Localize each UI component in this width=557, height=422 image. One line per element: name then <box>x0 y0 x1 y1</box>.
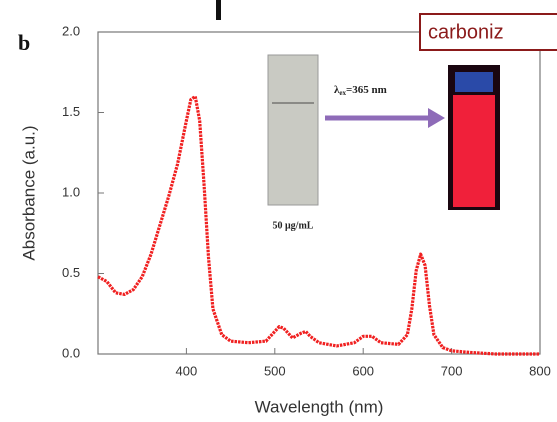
concentration-label: 50 μg/mL <box>273 220 314 231</box>
x-tick-label: 800 <box>529 363 551 378</box>
cuvette-top <box>455 72 493 92</box>
series-line <box>97 94 540 356</box>
cuvette-glow <box>453 95 495 207</box>
y-axis-label: Absorbance (a.u.) <box>19 125 38 260</box>
y-tick-label: 1.0 <box>62 184 80 199</box>
y-tick-label: 1.5 <box>62 104 80 119</box>
x-axis-label: Wavelength (nm) <box>255 397 384 416</box>
x-tick-label: 500 <box>264 363 286 378</box>
excitation: =365 nm <box>346 84 387 96</box>
x-tick-label: 600 <box>352 363 374 378</box>
arrow-head <box>428 108 445 128</box>
panel-label: b <box>18 30 30 55</box>
subscript: ex <box>339 89 346 97</box>
y-tick-label: 2.0 <box>62 23 80 38</box>
y-tick-label: 0.0 <box>62 345 80 360</box>
overlay-box <box>419 13 557 51</box>
y-tick-label: 0.5 <box>62 265 80 280</box>
overlay-text: carboniz <box>428 21 504 43</box>
x-tick-label: 400 <box>176 363 198 378</box>
symbol: λ <box>334 84 340 96</box>
excitation-label: λex=365 nm <box>334 84 387 97</box>
plot: 0.0 0.5 1.0 1.5 2.0 400 500 600 700 800 <box>62 23 551 378</box>
cuvette-clear <box>267 54 319 206</box>
cursor-bar <box>216 0 221 20</box>
x-tick-label: 700 <box>441 363 463 378</box>
